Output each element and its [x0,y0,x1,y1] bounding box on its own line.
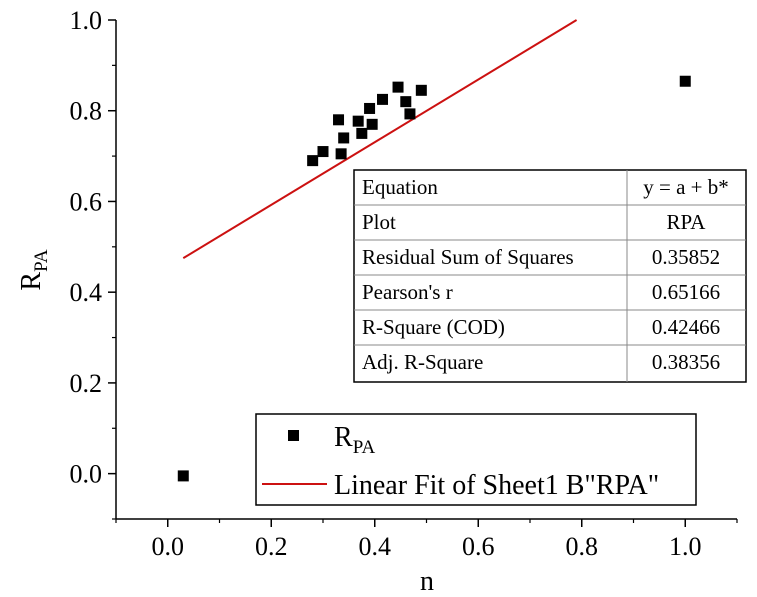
data-point [392,81,404,93]
y-tick-label: 0.8 [70,97,103,126]
stats-value: 0.42466 [652,315,720,339]
stats-value: 0.65166 [652,280,720,304]
x-tick-label: 1.0 [669,532,702,561]
stats-label: Adj. R-Square [362,350,483,374]
y-tick-label: 1.0 [70,6,103,35]
y-tick-label: 0.4 [70,278,103,307]
data-point [404,108,416,120]
stats-label: Residual Sum of Squares [362,245,574,269]
data-point [366,118,378,130]
stats-label: Plot [362,210,396,234]
marker-layer [177,75,691,482]
data-point [307,155,319,167]
stats-label: Pearson's r [362,280,453,304]
stats-value: y = a + b* [643,175,729,199]
data-point [352,115,364,127]
x-tick-label: 0.2 [255,532,288,561]
stats-value: RPA [667,210,707,234]
fit-line-layer [182,19,578,260]
legend-border [255,413,697,506]
data-point [364,102,376,114]
y-axis-ticks: 0.0 0.2 0.4 0.6 0.8 1.0 [70,6,116,520]
data-point [400,96,412,108]
stats-label: R-Square (COD) [362,315,505,339]
x-tick-label: 0.4 [359,532,392,561]
data-point [679,75,691,87]
data-point [317,146,329,158]
legend-label-fit: Linear Fit of Sheet1 B"RPA" [334,470,659,501]
x-tick-label: 0.8 [566,532,599,561]
legend-label-rpa: RPA [334,422,376,458]
data-point [338,132,350,144]
y-tick-label: 0.0 [70,460,103,489]
x-tick-label: 0.0 [152,532,185,561]
data-point [333,114,345,126]
y-tick-label: 0.2 [70,369,103,398]
stats-label: Equation [362,175,438,199]
y-axis-title-main: R [16,272,47,291]
data-point [335,148,347,160]
legend: RPA Linear Fit of Sheet1 B"RPA" [255,413,697,506]
y-axis-title-sub: PA [31,249,52,272]
x-axis-title: n [420,566,434,597]
data-point [356,127,368,139]
legend-label-rpa-main: R [334,422,353,453]
fit-line [182,19,578,260]
y-tick-label: 0.6 [70,187,103,216]
data-point [177,470,189,482]
y-axis-title: RPA [16,249,52,291]
legend-square-marker [288,430,299,441]
stats-value: 0.38356 [652,350,720,374]
stats-value: 0.35852 [652,245,720,269]
data-point [415,84,427,96]
fit-stats-table: Equation y = a + b* Plot RPA Residual Su… [353,169,747,383]
data-point [377,93,389,105]
x-tick-label: 0.6 [462,532,495,561]
x-axis-ticks: 0.0 0.2 0.4 0.6 0.8 1.0 [115,519,738,561]
legend-label-rpa-sub: PA [353,437,376,458]
